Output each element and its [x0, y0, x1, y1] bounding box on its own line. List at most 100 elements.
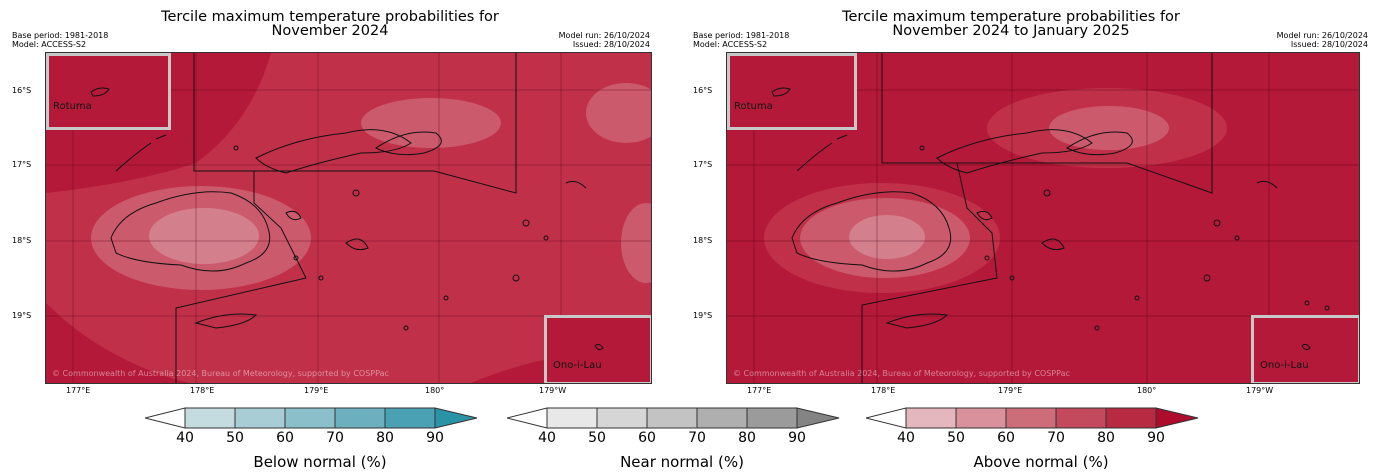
colorbar-below-tick: 70 [326, 430, 344, 446]
colorbar-below-tick: 80 [376, 430, 394, 446]
left-model: Model: ACCESS-S2 [12, 40, 87, 49]
colorbar-extend-high [434, 407, 478, 429]
colorbar-above-tick: 60 [997, 430, 1015, 446]
left-inset-onoilau: Ono-i-Lau [544, 315, 651, 383]
right-map-panel: Tercile maximum temperature probabilitie… [681, 0, 1368, 400]
colorbar-segment [384, 407, 436, 429]
colorbar-near-tick: 90 [788, 430, 806, 446]
right-field-60-vitilevu [849, 215, 925, 259]
right-title: Tercile maximum temperature probabilitie… [681, 10, 1341, 39]
right-base-period: Base period: 1981-2018 [693, 31, 790, 40]
right-field-70-vanualevu [1049, 106, 1169, 150]
colorbar-segment [284, 407, 336, 429]
left-issued: Issued: 28/10/2024 [572, 40, 650, 49]
left-lon-177e: 177°E [66, 386, 91, 395]
colorbar-above-tick: 70 [1047, 430, 1065, 446]
left-inset-rotuma-label: Rotuma [53, 101, 92, 112]
right-issued: Issued: 28/10/2024 [1290, 40, 1368, 49]
left-field-70-vanualevu [361, 98, 501, 148]
colorbar-below-tick: 40 [176, 430, 194, 446]
colorbar-segment [334, 407, 386, 429]
colorbar-above-tick: 90 [1147, 430, 1165, 446]
colorbar-extend-low [507, 407, 548, 429]
colorbar-segment [596, 407, 648, 429]
colorbar-near-tick: 60 [638, 430, 656, 446]
right-inset-onoilau-island [1301, 343, 1311, 351]
colorbar-below-swatches [145, 407, 478, 429]
right-meta-right: Model run: 26/10/2024 Issued: 28/10/2024 [1277, 31, 1368, 49]
right-inset-rotuma: Rotuma [727, 53, 857, 130]
colorbar-segment [696, 407, 748, 429]
right-model-run: Model run: 26/10/2024 [1276, 31, 1368, 40]
right-model: Model: ACCESS-S2 [693, 40, 768, 49]
left-field-90-sw [46, 303, 189, 383]
left-title: Tercile maximum temperature probabilitie… [0, 9, 660, 39]
left-lat-17: 17°S [12, 160, 32, 169]
right-lat-18: 18°S [693, 236, 713, 245]
colorbar-above-swatches [866, 407, 1199, 429]
left-lat-19: 19°S [12, 311, 32, 320]
colorbar-near-label: Near normal (%) [620, 453, 744, 471]
colorbar-segment [955, 407, 1007, 429]
left-field-70-lau [586, 83, 651, 143]
left-field-60-vitilevu [149, 208, 259, 264]
right-inset-rotuma-label: Rotuma [734, 101, 773, 112]
colorbar-near-tick: 40 [538, 430, 556, 446]
left-lon-180: 180° [425, 386, 445, 395]
left-base-period: Base period: 1981-2018 [12, 31, 109, 40]
right-inset-onoilau-label: Ono-i-Lau [1260, 360, 1309, 371]
colorbar-segment [746, 407, 798, 429]
left-field-70-east [621, 203, 651, 283]
colorbar-segment [184, 407, 236, 429]
colorbar-below-label: Below normal (%) [253, 453, 387, 471]
right-lat-17: 17°S [693, 160, 713, 169]
left-meta-left: Base period: 1981-2018 Model: ACCESS-S2 [12, 31, 108, 49]
right-meta-left: Base period: 1981-2018 Model: ACCESS-S2 [693, 31, 789, 49]
left-inset-rotuma-island [90, 87, 110, 97]
left-lon-179e: 179°E [304, 386, 329, 395]
left-title-line1: Tercile maximum temperature probabilitie… [161, 9, 499, 25]
left-model-run: Model run: 26/10/2024 [558, 31, 650, 40]
colorbar-near-swatches [507, 407, 840, 429]
colorbar-above-label: Above normal (%) [973, 453, 1109, 471]
colorbar-segment [1055, 407, 1107, 429]
colorbar-above-tick: 40 [897, 430, 915, 446]
colorbar-above-tick: 80 [1097, 430, 1115, 446]
right-lat-19: 19°S [693, 311, 713, 320]
left-lon-178e: 178°E [190, 386, 215, 395]
colorbar-extend-high [1155, 407, 1199, 429]
colorbar-above-tick: 50 [947, 430, 965, 446]
right-title-line2: November 2024 to January 2025 [892, 23, 1130, 39]
colorbar-segment [646, 407, 698, 429]
right-lon-180: 180° [1137, 386, 1157, 395]
right-inset-rotuma-island [771, 87, 791, 97]
colorbar-near-tick: 50 [588, 430, 606, 446]
right-lat-16: 16°S [693, 86, 713, 95]
colorbar-near-tick: 70 [688, 430, 706, 446]
left-lat-16: 16°S [12, 86, 32, 95]
right-lon-178e: 178°E [871, 386, 896, 395]
left-map-panel: Tercile maximum temperature probabilitie… [0, 0, 660, 400]
left-inset-rotuma: Rotuma [46, 53, 171, 130]
left-lat-18: 18°S [12, 236, 32, 245]
right-map-svg [727, 53, 1359, 383]
colorbar-extend-low [866, 407, 907, 429]
colorbar-below-tick: 60 [276, 430, 294, 446]
colorbar-near-tick: 80 [738, 430, 756, 446]
left-meta-right: Model run: 26/10/2024 Issued: 28/10/2024 [559, 31, 650, 49]
colorbar-segment [905, 407, 957, 429]
right-lon-177e: 177°E [747, 386, 772, 395]
right-copyright: © Commonwealth of Australia 2024, Bureau… [733, 369, 1070, 378]
left-title-line2: November 2024 [271, 23, 389, 39]
left-lon-179w: 179°W [539, 386, 567, 395]
colorbar-segment [1105, 407, 1157, 429]
colorbar-extend-high [796, 407, 840, 429]
right-map-area: Rotuma Ono-i-Lau © Commonwealth of Austr… [726, 52, 1360, 384]
colorbar-segment [1005, 407, 1057, 429]
colorbar-segment [234, 407, 286, 429]
right-boundaries [861, 53, 1213, 383]
left-inset-onoilau-label: Ono-i-Lau [553, 360, 602, 371]
left-copyright: © Commonwealth of Australia 2024, Bureau… [52, 369, 389, 378]
left-islands [110, 129, 587, 331]
left-map-area: Rotuma Ono-i-Lau © Commonwealth of Austr… [45, 52, 652, 384]
